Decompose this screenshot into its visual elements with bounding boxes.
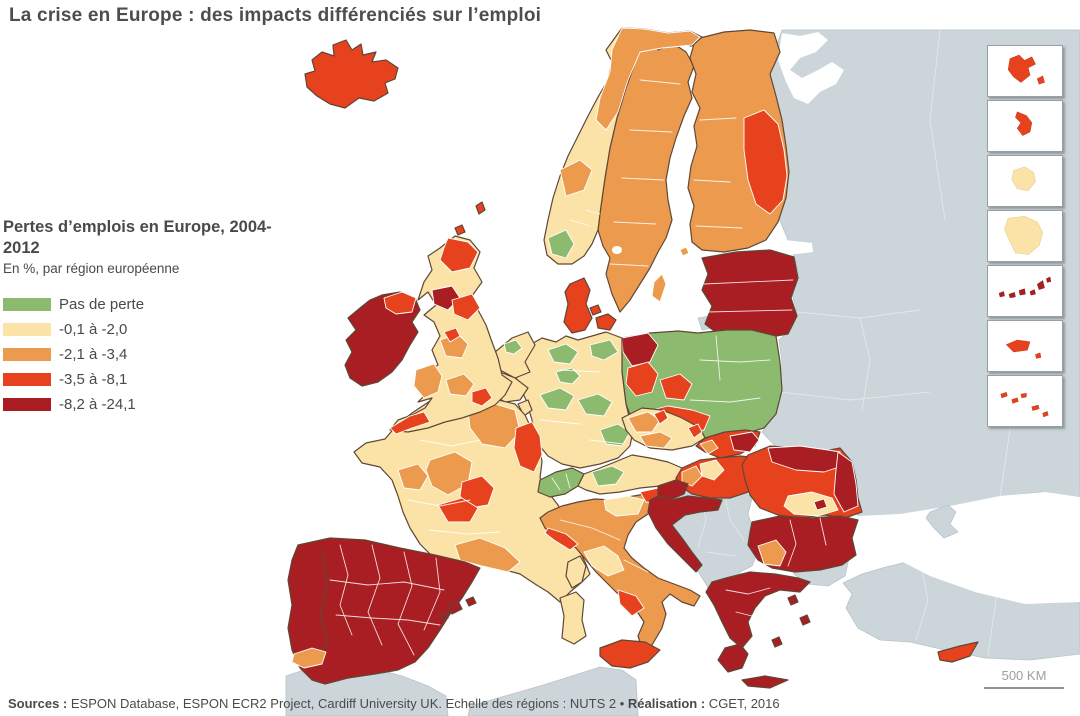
legend-title: Pertes d’emplois en Europe, 2004-2012 <box>3 218 272 257</box>
legend-item-class-1: -0,1 à -2,0 <box>3 317 273 342</box>
overseas-insets <box>987 45 1063 430</box>
crimea <box>925 504 959 539</box>
martinique-shape <box>1015 111 1033 136</box>
legend-subtitle: En %, par région européenne <box>3 261 180 277</box>
inset-martinique <box>987 100 1063 152</box>
scale-bar: 500 KM <box>984 668 1064 689</box>
country-france <box>353 395 591 603</box>
gotland <box>651 273 667 303</box>
country-denmark <box>563 277 617 334</box>
inset-canarias <box>987 265 1063 317</box>
inset-guyane <box>987 210 1063 262</box>
aland <box>679 246 690 257</box>
country-italy <box>539 487 701 669</box>
non-eu-land <box>285 29 1080 716</box>
white-sea <box>778 32 844 104</box>
region-north-scotland <box>439 237 479 273</box>
region-algeria-tunisia <box>467 666 639 716</box>
lake-vanern <box>612 246 622 254</box>
legend-swatch-icon <box>3 348 51 362</box>
country-ireland <box>344 291 421 387</box>
guadeloupe-shape <box>1007 54 1045 85</box>
realisation-text: CGET, 2016 <box>705 696 780 711</box>
legend-item-no-loss: Pas de perte <box>3 292 273 317</box>
page-title: La crise en Europe : des impacts différe… <box>9 5 542 26</box>
guyane-shape <box>1004 216 1044 255</box>
region-southwest-england <box>389 411 431 435</box>
country-slovakia <box>695 429 761 459</box>
country-switzerland <box>537 467 585 498</box>
legend-item-class-2: -2,1 à -3,4 <box>3 342 273 367</box>
canarias-shape <box>998 276 1052 299</box>
legend-swatch-icon <box>3 373 51 387</box>
scale-label: 500 KM <box>1001 668 1047 683</box>
madeira-shape <box>1005 339 1042 359</box>
sardinia <box>559 591 587 645</box>
region-bucharest <box>813 498 828 511</box>
legend-item-label: -2,1 à -3,4 <box>59 346 128 364</box>
corsica <box>565 555 587 589</box>
acores-shape <box>1000 392 1049 418</box>
region-algarve <box>291 647 327 669</box>
legend-item-label: Pas de perte <box>59 296 145 314</box>
inset-guadeloupe <box>987 45 1063 97</box>
region-london <box>471 387 493 407</box>
country-finland <box>679 29 790 257</box>
country-austria <box>577 454 683 495</box>
country-norway <box>543 27 703 265</box>
inset-acores <box>987 375 1063 427</box>
legend-item-label: -3,5 à -8,1 <box>59 371 128 389</box>
crete <box>741 675 789 689</box>
region-wales <box>413 363 443 399</box>
source-line: Sources : ESPON Database, ESPON ECR2 Pro… <box>8 696 1008 711</box>
country-united-kingdom <box>389 201 513 435</box>
legend-item-class-4: -8,2 à -24,1 <box>3 392 273 417</box>
country-spain <box>287 537 481 685</box>
legend-item-label: -0,1 à -2,0 <box>59 321 128 339</box>
aegean-islands <box>771 594 811 648</box>
legend-items: Pas de perte -0,1 à -2,0 -2,1 à -3,4 -3,… <box>3 292 273 417</box>
inset-madeira <box>987 320 1063 372</box>
country-netherlands <box>494 331 536 379</box>
sicily <box>599 639 661 669</box>
region-north-norway <box>595 27 701 131</box>
country-romania <box>741 445 863 519</box>
balearics <box>439 596 477 621</box>
country-baltics <box>701 249 799 341</box>
country-cyprus <box>937 641 979 663</box>
portugal-border <box>311 549 329 657</box>
reunion-shape <box>1011 166 1036 191</box>
peloponnese <box>717 643 749 673</box>
country-iceland <box>304 39 399 109</box>
legend-item-class-3: -3,5 à -8,1 <box>3 367 273 392</box>
country-greece <box>705 571 811 689</box>
sources-text: ESPON Database, ESPON ECR2 Project, Card… <box>67 696 628 711</box>
legend-swatch-icon <box>3 298 51 312</box>
region-liguria <box>544 527 579 551</box>
region-campania <box>617 589 645 617</box>
region-west-norway <box>559 159 593 197</box>
legend: Pertes d’emplois en Europe, 2004-2012 En… <box>3 217 273 417</box>
country-bulgaria <box>747 515 859 573</box>
inset-reunion <box>987 155 1063 207</box>
legend-swatch-icon <box>3 398 51 412</box>
region-agder <box>547 229 575 259</box>
region-west-pomerania <box>621 332 659 367</box>
scale-line <box>984 687 1064 689</box>
legend-swatch-icon <box>3 323 51 337</box>
country-croatia <box>647 495 723 573</box>
country-czechia <box>621 407 706 451</box>
shetland <box>475 201 486 215</box>
region-east-finland <box>743 109 788 215</box>
region-alsace-fc <box>513 421 543 473</box>
region-northern-ireland <box>383 291 417 315</box>
legend-item-label: -8,2 à -24,1 <box>59 396 136 414</box>
country-germany <box>511 331 635 469</box>
black-sea <box>856 492 1080 604</box>
orkney <box>454 224 466 236</box>
sources-label: Sources : <box>8 696 68 711</box>
realisation-label: Réalisation : <box>627 696 706 711</box>
